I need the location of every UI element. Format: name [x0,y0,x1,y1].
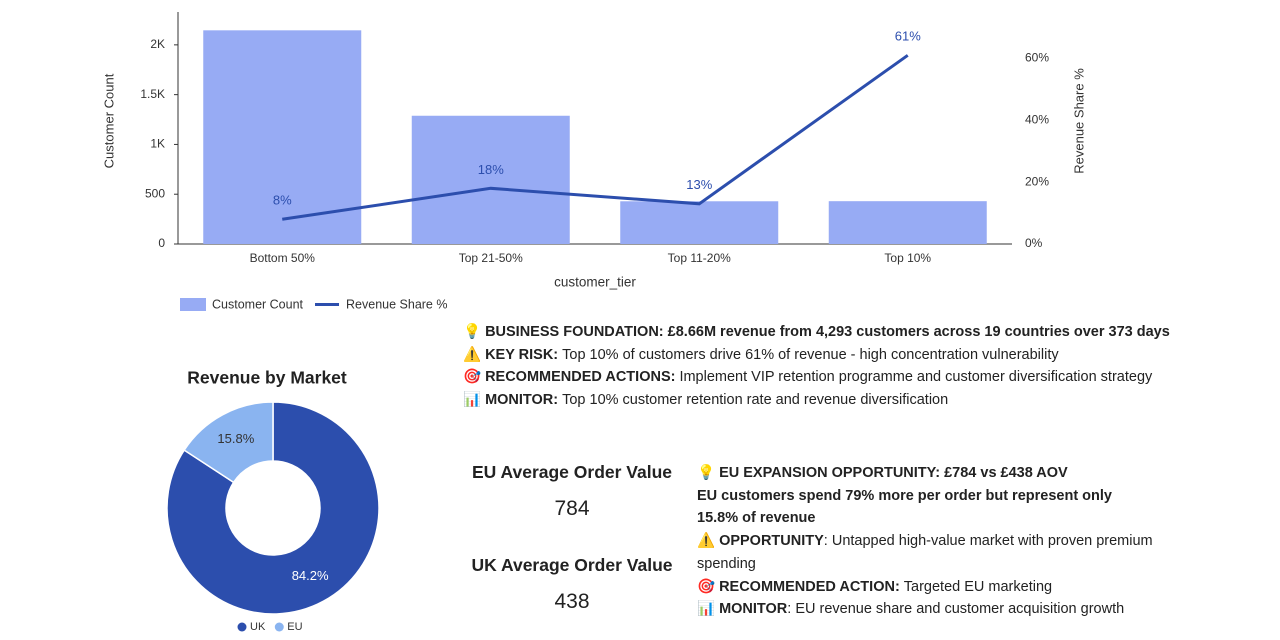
kpi-title: UK Average Order Value [471,555,673,575]
insight-row: 💡 BUSINESS FOUNDATION: £8.66M revenue fro… [463,321,1223,344]
insight-row: 💡 EU EXPANSION OPPORTUNITY: £784 vs £438 … [697,462,1155,485]
icon: 📊 [463,392,482,409]
x-tick-label: Bottom 50% [250,251,316,265]
legend-label: Revenue Share % [346,297,447,311]
insight-row: 🎯 RECOMMENDED ACTION: Targeted EU marketin… [697,576,1155,599]
y-tick-label: 1.5K [140,87,165,101]
icon: ⚠️ [697,533,716,550]
insight-label: BUSINESS FOUNDATION: £8.66M revenue from… [485,324,1170,340]
legend-label: Customer Count [212,297,304,311]
insight-row: ⚠️ OPPORTUNITY: Untapped high-value marke… [697,530,1155,575]
donut-slice [183,401,274,484]
kpi-value: 438 [554,590,590,613]
bar [203,30,362,244]
y-axis-title: Customer Count [101,73,116,168]
insight-text: Implement VIP retention programme and cu… [679,369,1153,386]
insight-label: MONITOR [719,601,788,618]
y2-tick-label: 20% [1025,174,1049,188]
y2-tick-label: 60% [1025,51,1049,65]
bar [411,115,570,244]
legend-dot [274,622,284,632]
insight-summary: EU customers spend 79% more per order bu… [697,487,1112,527]
icon: 📊 [697,601,716,618]
slice-label: 84.2% [292,568,329,583]
y2-tick-label: 40% [1025,112,1049,126]
insight-row: 📊 MONITOR: EU revenue share and customer … [697,598,1155,621]
x-tick-label: Top 11-20% [668,251,731,265]
insight-label: MONITOR: [485,392,559,409]
data-label: 8% [273,193,292,208]
insight-label: OPPORTUNITY [719,533,824,550]
insight-text: Top 10% customer retention rate and reve… [562,392,949,409]
insight-row: ⚠️ KEY RISK: Top 10% of customers drive 61… [463,344,1223,367]
y2-tick-label: 0% [1025,236,1043,250]
insight-text: Targeted EU marketing [903,578,1053,595]
icon: 💡 [463,324,482,340]
legend-label: UK [250,621,266,633]
line [282,54,909,221]
x-tick-label: Top 10% [884,251,931,265]
y-tick-label: 0 [158,236,165,250]
y2-axis-title: Revenue Share % [1071,68,1086,174]
slice-label: 15.8% [217,431,254,446]
insight-text: : Untapped high-value market with proven… [697,533,1153,572]
insight-label: EU EXPANSION OPPORTUNITY: £784 vs £438 A… [719,465,1068,481]
icon: 💡 [697,465,716,481]
insight-label: RECOMMENDED ACTION: [719,578,900,595]
insight-text: Top 10% of customers drive 61% of revenu… [562,346,1059,363]
insights: 💡 BUSINESS FOUNDATION: £8.66M revenue fro… [463,321,1223,412]
insight-row: 🎯 RECOMMENDED ACTIONS: Implement VIP reten… [463,366,1223,389]
donut-slice [166,401,380,615]
chart-title: Revenue by Market [187,368,347,388]
insight-label: RECOMMENDED ACTIONS: [485,369,676,386]
data-label: 61% [895,29,921,44]
legend-label: EU [287,621,302,633]
data-label: 13% [686,177,712,192]
insight-label: KEY RISK: [485,346,559,363]
y-tick-label: 500 [145,186,165,200]
data-label: 18% [478,162,504,177]
icon: ⚠️ [463,346,482,363]
x-tick-label: Top 21-50% [459,251,523,265]
kpi-title: EU Average Order Value [471,462,673,482]
eu-insights: 💡 EU EXPANSION OPPORTUNITY: £784 vs £438 … [697,462,1155,621]
insight-row: 📊 MONITOR: Top 10% customer retention rate… [463,389,1223,412]
kpi-value: 784 [554,497,590,520]
icon: 🎯 [463,369,482,386]
bar [828,201,987,244]
legend-swatch [180,298,206,311]
legend-dot [237,622,247,632]
y-tick-label: 2K [150,37,165,51]
y-tick-label: 1K [150,137,165,151]
x-axis-title: customer_tier [554,275,636,290]
icon: 🎯 [697,578,716,595]
bar [620,201,779,244]
insight-text: : EU revenue share and customer acquisit… [787,601,1125,618]
